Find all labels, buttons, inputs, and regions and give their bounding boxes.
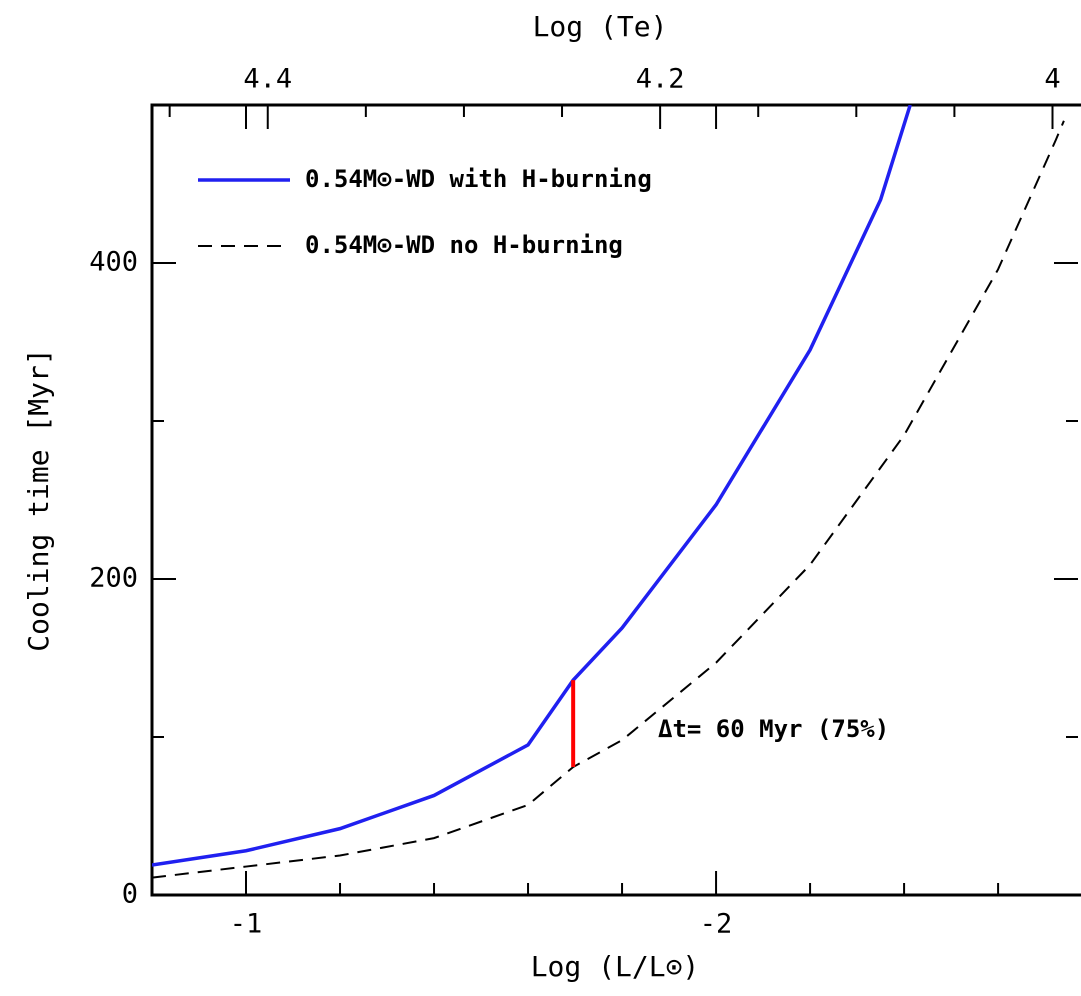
x2-axis-label: Log (Te) — [533, 10, 668, 43]
legend-label: 0.54M⊙-WD with H-burning — [305, 165, 652, 193]
plot-frame — [150, 103, 1081, 897]
y-tick-label: 400 — [89, 247, 138, 278]
x2-tick-label: 4.4 — [243, 64, 292, 95]
y-tick-label: 200 — [89, 563, 138, 594]
legend-label: 0.54M⊙-WD no H-burning — [305, 231, 623, 259]
annotation-text: Δt= 60 Myr (75%) — [658, 715, 889, 743]
y-axis-label: Cooling time [Myr] — [22, 348, 55, 651]
x-tick-label: -1 — [230, 909, 263, 940]
data-line — [152, 105, 912, 867]
x2-tick-label: 4.2 — [636, 64, 685, 95]
data-line — [152, 120, 1065, 879]
x2-tick-label: 4 — [1044, 64, 1060, 95]
y-tick-label: 0 — [122, 879, 138, 910]
x-tick-label: -2 — [700, 909, 733, 940]
x-axis-label: Log (L/L⊙) — [531, 950, 700, 983]
